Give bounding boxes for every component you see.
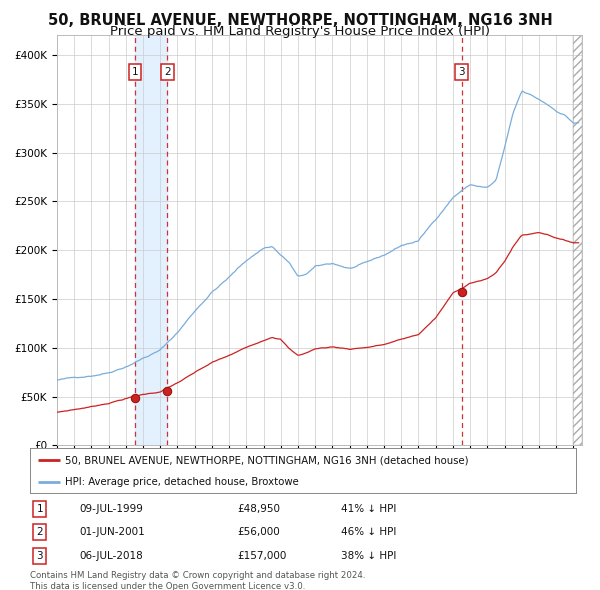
- Text: Price paid vs. HM Land Registry's House Price Index (HPI): Price paid vs. HM Land Registry's House …: [110, 25, 490, 38]
- Text: 2: 2: [37, 527, 43, 537]
- Text: 06-JUL-2018: 06-JUL-2018: [79, 551, 143, 561]
- Text: Contains HM Land Registry data © Crown copyright and database right 2024.: Contains HM Land Registry data © Crown c…: [30, 571, 365, 580]
- Text: This data is licensed under the Open Government Licence v3.0.: This data is licensed under the Open Gov…: [30, 582, 305, 590]
- Text: £157,000: £157,000: [238, 551, 287, 561]
- Text: 3: 3: [37, 551, 43, 561]
- Text: 41% ↓ HPI: 41% ↓ HPI: [341, 504, 397, 514]
- Text: 1: 1: [131, 67, 138, 77]
- Text: HPI: Average price, detached house, Broxtowe: HPI: Average price, detached house, Brox…: [65, 477, 299, 487]
- Text: 2: 2: [164, 67, 170, 77]
- Text: 1: 1: [37, 504, 43, 514]
- Text: 38% ↓ HPI: 38% ↓ HPI: [341, 551, 397, 561]
- Text: £48,950: £48,950: [238, 504, 280, 514]
- Bar: [135, 35, 167, 445]
- Text: 50, BRUNEL AVENUE, NEWTHORPE, NOTTINGHAM, NG16 3NH: 50, BRUNEL AVENUE, NEWTHORPE, NOTTINGHAM…: [47, 13, 553, 28]
- Text: 50, BRUNEL AVENUE, NEWTHORPE, NOTTINGHAM, NG16 3NH (detached house): 50, BRUNEL AVENUE, NEWTHORPE, NOTTINGHAM…: [65, 455, 469, 466]
- Text: 01-JUN-2001: 01-JUN-2001: [79, 527, 145, 537]
- Text: 46% ↓ HPI: 46% ↓ HPI: [341, 527, 397, 537]
- Text: £56,000: £56,000: [238, 527, 280, 537]
- Text: 3: 3: [458, 67, 465, 77]
- Text: 09-JUL-1999: 09-JUL-1999: [79, 504, 143, 514]
